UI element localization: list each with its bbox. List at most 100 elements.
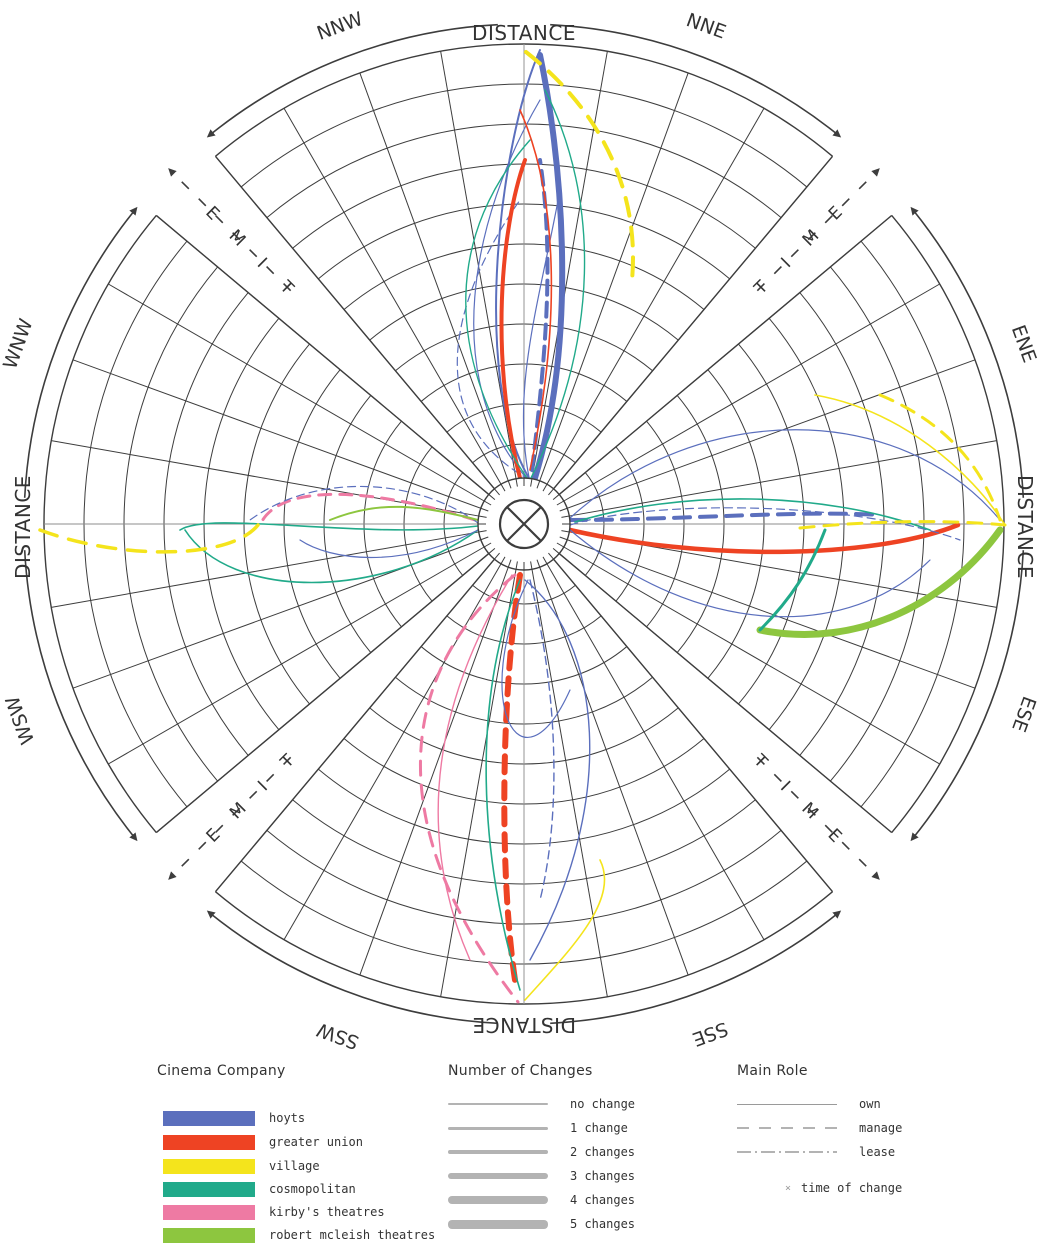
center-tick (494, 552, 500, 560)
center-tick (552, 494, 560, 500)
curve-mcleish (329, 505, 479, 521)
grid-spoke (566, 538, 976, 689)
direction-arrow (206, 910, 498, 1025)
curve-hoyts (568, 511, 882, 522)
curve-kirbys (258, 492, 477, 527)
direction-arrow (550, 910, 842, 1025)
center-tick (548, 488, 554, 496)
legend-swatch (163, 1204, 255, 1220)
legend-change-1: 1 change (448, 1119, 628, 1137)
legend-item-village: village (163, 1157, 320, 1175)
time-letter: T (276, 750, 299, 773)
legend-weight-line (448, 1196, 548, 1204)
label-distance-top: DISTANCE (472, 21, 576, 45)
curve-greater-union (567, 522, 961, 555)
time-axis (168, 168, 292, 292)
curve-hoyts (569, 429, 1001, 521)
time-letter: M (226, 799, 251, 824)
label-ssw: SSW (314, 1018, 362, 1053)
time-letter: E (201, 203, 223, 225)
time-letter: M (799, 226, 824, 251)
direction-arrow (23, 550, 138, 842)
time-letter: T (275, 276, 298, 299)
curve-village (524, 50, 635, 282)
curve-hoyts (501, 579, 571, 739)
legend-weight-line (448, 1219, 548, 1229)
center-tick (559, 536, 568, 541)
curve-village (814, 394, 1006, 526)
grid-sector-edge (552, 558, 834, 893)
center-tick (488, 494, 496, 500)
label-sse: SSE (689, 1017, 730, 1050)
center-tick (507, 480, 512, 489)
time-letter: E (824, 825, 846, 847)
center-tick (478, 530, 487, 533)
legend-role-line (737, 1103, 837, 1105)
curve-kirbys (437, 574, 513, 961)
curve-hoyts (522, 189, 561, 483)
legend-item-mcleish: robert mcleish theatres (163, 1226, 435, 1244)
grid-spoke (566, 359, 976, 510)
label-nne: NNE (683, 9, 729, 44)
direction-arrow (23, 206, 138, 498)
curve-village (798, 520, 1007, 530)
grid-sector-edge (155, 214, 490, 496)
curve-village (524, 859, 606, 1001)
time-axis (168, 756, 292, 880)
curve-greater-union (501, 572, 523, 983)
legend-item-hoyts: hoyts (163, 1109, 305, 1127)
time-letter: M (225, 226, 250, 251)
time-letter: E (203, 825, 225, 847)
center-tick (515, 478, 518, 487)
legend-time-of-change: × time of change (785, 1179, 902, 1197)
legend-change-5: 5 changes (448, 1215, 635, 1233)
curve-greater-union (519, 109, 553, 471)
direction-arrow (910, 206, 1025, 498)
center-tick (488, 548, 496, 554)
grid-spoke (562, 283, 940, 502)
direction-arrow (910, 550, 1025, 842)
grid-spoke (359, 72, 510, 482)
grid-sector-edge (155, 552, 490, 834)
center-tick (480, 507, 489, 512)
grid-sector-edge (558, 552, 893, 834)
grid-spoke (108, 546, 486, 765)
cinema-curves (38, 49, 1007, 1004)
center-tick (480, 536, 489, 541)
legend-role-title: Main Role (737, 1063, 808, 1079)
legend-swatch (163, 1227, 255, 1243)
center-tick (483, 542, 492, 548)
legend-label: 4 changes (570, 1193, 636, 1207)
time-letter: I (253, 254, 271, 272)
legend-role-own: own (737, 1095, 881, 1113)
grid-spoke (531, 51, 608, 480)
time-letter: T (750, 277, 773, 300)
legend-weight-line (448, 1103, 548, 1105)
grid-spoke (359, 566, 510, 976)
time-of-change-icon: × (785, 1182, 792, 1194)
legend-label: no change (570, 1097, 636, 1111)
curve-cosmopolitan (184, 529, 479, 584)
grid-spoke (283, 108, 502, 486)
center-tick (536, 480, 541, 489)
center-tick (515, 561, 518, 570)
legend-role-lease: lease (737, 1143, 895, 1161)
curve-hoyts (249, 485, 479, 524)
legend-label: 1 change (570, 1121, 628, 1135)
legend-label: manage (859, 1121, 903, 1135)
curve-hoyts (529, 579, 555, 901)
legend-swatch (163, 1158, 255, 1174)
legend-label: 3 changes (570, 1169, 636, 1183)
legend-label: own (859, 1097, 881, 1111)
label-ese: ESE (1007, 693, 1040, 734)
legend-label: cosmopolitan (269, 1182, 356, 1196)
grid-spoke (51, 440, 480, 517)
curve-hoyts (524, 579, 591, 961)
legend-swatch (163, 1110, 255, 1126)
legend-label: kirby's theatres (269, 1205, 385, 1219)
curve-cosmopolitan (179, 522, 479, 531)
legend-label: lease (859, 1145, 896, 1159)
time-letter: E (825, 203, 847, 225)
center-tick (483, 500, 492, 506)
legend-change-2: 2 changes (448, 1143, 635, 1161)
